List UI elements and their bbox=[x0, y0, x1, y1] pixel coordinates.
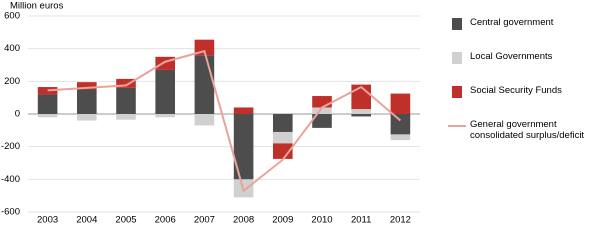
bar bbox=[77, 82, 97, 90]
bar bbox=[351, 114, 371, 117]
y-tick-label: -200 bbox=[1, 141, 20, 152]
bar bbox=[312, 114, 332, 128]
legend-label: General government consolidated surplus/… bbox=[470, 119, 585, 141]
x-tick-label: 2009 bbox=[272, 215, 293, 226]
x-tick-label: 2005 bbox=[115, 215, 136, 226]
legend-item: Social Security Funds bbox=[440, 82, 590, 116]
bar bbox=[194, 39, 215, 56]
bar bbox=[77, 114, 97, 121]
bar bbox=[37, 94, 58, 114]
y-tick-label: 400 bbox=[4, 43, 20, 54]
bar bbox=[155, 69, 175, 114]
legend-item: Central government bbox=[440, 14, 590, 48]
legend-item: Local Governments bbox=[440, 48, 590, 82]
bar bbox=[116, 78, 136, 88]
bar bbox=[155, 56, 175, 70]
legend-label: Social Security Funds bbox=[470, 85, 562, 96]
bar bbox=[37, 87, 58, 95]
bar bbox=[390, 93, 411, 114]
bar bbox=[273, 131, 293, 144]
bar bbox=[273, 143, 293, 159]
bar bbox=[390, 114, 411, 135]
x-tick-label: 2012 bbox=[390, 215, 411, 226]
bar bbox=[116, 87, 136, 114]
legend-item: General government consolidated surplus/… bbox=[440, 116, 590, 150]
y-tick-label: -600 bbox=[1, 207, 20, 218]
x-tick-label: 2003 bbox=[37, 215, 58, 226]
legend-swatch bbox=[452, 18, 462, 30]
bar bbox=[312, 96, 332, 108]
legend-swatch bbox=[452, 52, 462, 64]
y-tick-label: -400 bbox=[1, 174, 20, 185]
bar bbox=[37, 114, 58, 118]
plot: Million euros -600 -400 -200 0 200 400 600 2003… bbox=[1, 1, 420, 226]
x-tick-label: 2011 bbox=[351, 215, 371, 226]
bar bbox=[194, 114, 215, 126]
line bbox=[47, 49, 402, 193]
bar bbox=[312, 107, 332, 114]
legend-swatch bbox=[448, 125, 466, 127]
y-tick-label: 200 bbox=[4, 76, 20, 87]
y-axis-label: Million euros bbox=[10, 1, 64, 12]
bar bbox=[77, 89, 97, 114]
legend-label: Local Governments bbox=[470, 51, 553, 62]
legend-label: Central government bbox=[470, 17, 554, 28]
bar bbox=[390, 134, 411, 141]
x-tick-label: 2007 bbox=[194, 215, 215, 226]
x-tick-label: 2004 bbox=[76, 215, 97, 226]
y-tick-label: 0 bbox=[15, 109, 20, 120]
bar bbox=[233, 114, 254, 180]
bar bbox=[116, 114, 136, 120]
chart: Million euros -600 -400 -200 0 200 400 600 2003… bbox=[1, 1, 590, 226]
bar bbox=[351, 109, 371, 114]
x-tick-label: 2010 bbox=[311, 215, 332, 226]
x-tick-label: 2006 bbox=[155, 215, 176, 226]
bar bbox=[273, 114, 293, 132]
legend: Central government Local Governments Socia… bbox=[440, 14, 590, 150]
legend-swatch bbox=[452, 86, 462, 98]
y-tick-label: 600 bbox=[4, 11, 20, 22]
bar bbox=[233, 107, 254, 114]
bar bbox=[155, 114, 175, 118]
x-tick-label: 2008 bbox=[233, 215, 254, 226]
bar bbox=[194, 55, 215, 114]
